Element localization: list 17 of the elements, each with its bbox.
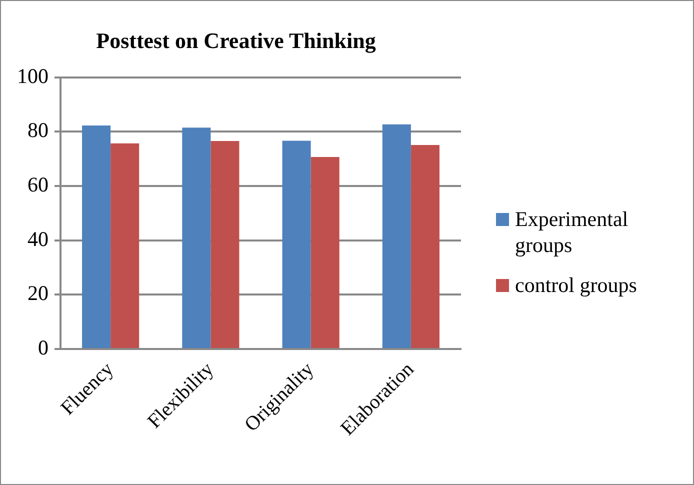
- bar: [110, 143, 140, 348]
- bar: [210, 140, 240, 348]
- chart-title: Posttest on Creative Thinking: [96, 28, 376, 53]
- y-tick-label: 40: [28, 226, 48, 251]
- legend-label: control groups: [515, 272, 637, 298]
- y-tick-label: 100: [17, 64, 48, 88]
- bar: [82, 125, 111, 348]
- y-tick-label: 0: [38, 336, 48, 360]
- y-tick-label: 60: [28, 172, 48, 197]
- bar: [282, 140, 311, 348]
- bar: [310, 156, 340, 348]
- bar: [382, 124, 411, 348]
- legend-label: Experimental groups: [515, 206, 630, 258]
- y-tick-label: 80: [28, 118, 48, 142]
- bar: [182, 128, 211, 348]
- y-tick-label: 20: [28, 281, 48, 306]
- bar: [410, 145, 440, 348]
